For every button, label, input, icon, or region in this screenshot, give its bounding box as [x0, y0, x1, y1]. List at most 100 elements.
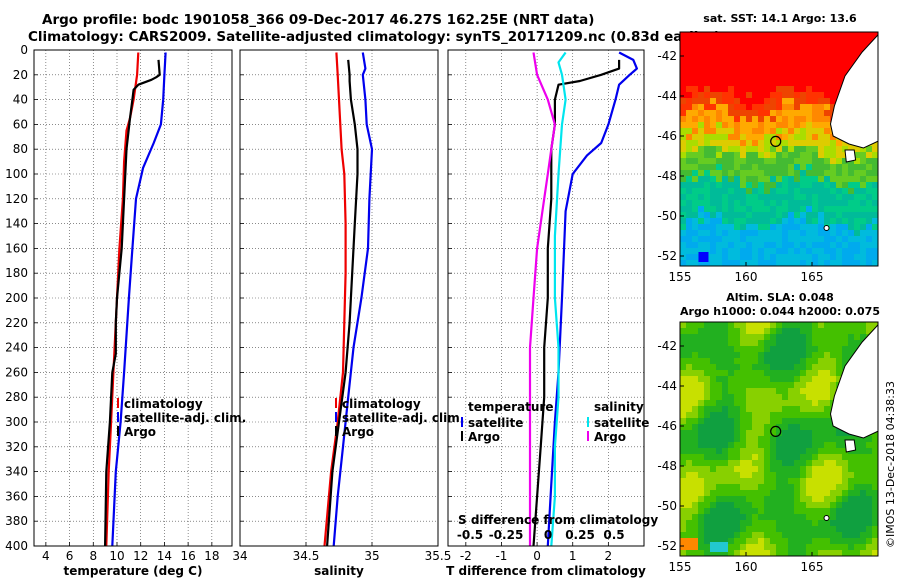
map-cell	[692, 346, 698, 352]
map-cell	[776, 188, 782, 194]
map-cell	[770, 116, 776, 122]
map-cell	[686, 328, 692, 334]
depth-tick-label: 40	[13, 93, 28, 107]
map-cell	[872, 514, 878, 520]
map-cell	[806, 490, 812, 496]
map-cell	[716, 514, 722, 520]
map-cell	[782, 110, 788, 116]
map-cell	[842, 182, 848, 188]
map-cell	[758, 242, 764, 248]
map-cell	[836, 188, 842, 194]
map-cell	[812, 496, 818, 502]
map-cell	[806, 436, 812, 442]
map-cell	[722, 176, 728, 182]
map-cell	[812, 242, 818, 248]
map-cell	[830, 364, 836, 370]
map-cell	[806, 74, 812, 80]
map-cell	[794, 496, 800, 502]
map-cell	[866, 454, 872, 460]
map-cell	[704, 508, 710, 514]
map-cell	[716, 358, 722, 364]
map-cell	[710, 32, 716, 38]
legend-label: climatology	[342, 397, 421, 411]
map-cell	[704, 248, 710, 254]
map-cell	[836, 200, 842, 206]
map-cell	[734, 80, 740, 86]
map-cell	[734, 448, 740, 454]
map-cell	[686, 212, 692, 218]
map-cell	[800, 400, 806, 406]
map-cell	[686, 526, 692, 532]
map-cell	[830, 200, 836, 206]
map-cell	[722, 230, 728, 236]
map-cell	[866, 532, 872, 538]
map-cell	[764, 104, 770, 110]
map-cell	[872, 550, 878, 556]
map-cell	[716, 188, 722, 194]
map-cell	[806, 128, 812, 134]
map-cell	[860, 248, 866, 254]
map-cell	[770, 538, 776, 544]
map-cell	[854, 182, 860, 188]
map-cell	[788, 340, 794, 346]
map-cell	[812, 224, 818, 230]
map-cell	[716, 194, 722, 200]
map-cell	[692, 502, 698, 508]
map-cell	[740, 152, 746, 158]
map-cell	[860, 460, 866, 466]
map-cell	[722, 358, 728, 364]
map-cell	[818, 370, 824, 376]
map-cell	[812, 328, 818, 334]
map-cell	[764, 424, 770, 430]
map-cell	[866, 520, 872, 526]
map-cell	[764, 224, 770, 230]
map-cell	[872, 322, 878, 328]
map-cell	[704, 68, 710, 74]
map-cell	[734, 254, 740, 260]
map-cell	[812, 394, 818, 400]
series-line-temperature-satellite	[546, 51, 639, 546]
map-cell	[836, 334, 842, 340]
map-cell	[752, 176, 758, 182]
map-cell	[824, 50, 830, 56]
map-cell	[842, 496, 848, 502]
map-cell	[746, 164, 752, 170]
map-cell	[872, 466, 878, 472]
map-cell	[788, 134, 794, 140]
map-cell	[830, 430, 836, 436]
map-cell	[836, 182, 842, 188]
map-cell	[692, 206, 698, 212]
map-cell	[776, 520, 782, 526]
map-cell	[794, 472, 800, 478]
map-cell	[716, 152, 722, 158]
map-cell	[848, 170, 854, 176]
map-cell	[686, 340, 692, 346]
map-cell	[770, 412, 776, 418]
x-tick-label: 10	[109, 549, 124, 563]
map-cell	[728, 478, 734, 484]
map-cell	[776, 346, 782, 352]
map-cell	[830, 158, 836, 164]
map-cell	[818, 176, 824, 182]
map-cell	[758, 224, 764, 230]
x-tick-label: 14	[157, 549, 172, 563]
map-cell	[776, 448, 782, 454]
map-cell	[764, 242, 770, 248]
map-cell	[794, 538, 800, 544]
map-cell	[746, 436, 752, 442]
map-cell	[680, 218, 686, 224]
map-cell	[686, 92, 692, 98]
map-cell	[722, 68, 728, 74]
map-cell	[806, 224, 812, 230]
map-cell	[704, 164, 710, 170]
map-cell	[752, 260, 758, 266]
map-cell	[764, 520, 770, 526]
map-cell	[854, 230, 860, 236]
map-cell	[782, 212, 788, 218]
map-cell	[686, 248, 692, 254]
map-cell	[848, 254, 854, 260]
map-cell	[824, 32, 830, 38]
map-cell	[788, 466, 794, 472]
map-cell	[842, 146, 848, 152]
map-cell	[758, 236, 764, 242]
